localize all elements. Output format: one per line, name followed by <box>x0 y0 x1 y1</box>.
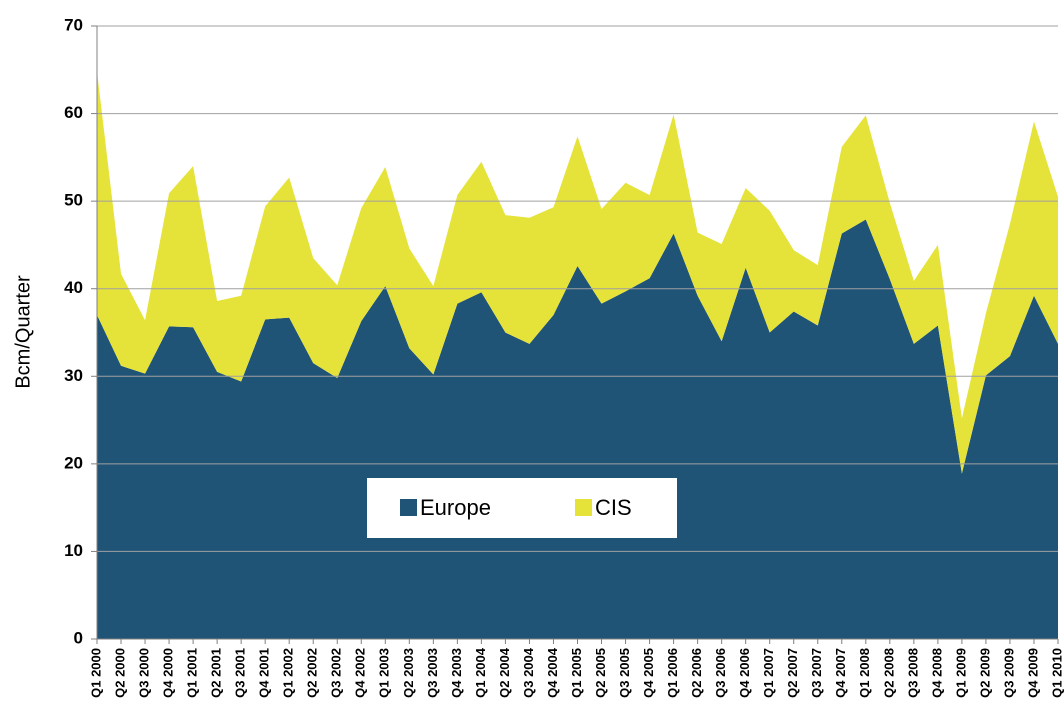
area-europe <box>97 219 1058 640</box>
x-tick-label: Q4 2004 <box>545 647 560 698</box>
x-tick-label: Q4 2007 <box>833 648 848 698</box>
x-tick-label: Q1 2007 <box>761 648 776 698</box>
x-tick-label: Q4 2002 <box>353 648 368 698</box>
x-tick-label: Q3 2007 <box>809 648 824 698</box>
x-tick-label: Q1 2005 <box>569 648 584 698</box>
x-tick-label: Q2 2002 <box>305 648 320 698</box>
x-tick-label: Q4 2008 <box>929 648 944 698</box>
legend-label: CIS <box>595 495 632 520</box>
x-tick-label: Q3 2002 <box>329 648 344 698</box>
x-tick-label: Q2 2003 <box>401 648 416 698</box>
x-tick-label: Q3 2003 <box>425 648 440 698</box>
x-tick-label: Q1 2004 <box>473 647 488 698</box>
y-tick-label: 70 <box>64 15 83 34</box>
x-tick-label: Q3 2001 <box>233 648 248 698</box>
x-tick-label: Q1 2010 <box>1049 648 1064 698</box>
y-tick-label: 60 <box>64 103 83 122</box>
x-tick-label: Q4 2000 <box>161 648 176 698</box>
x-tick-label: Q3 2000 <box>136 648 151 698</box>
legend-swatch <box>575 499 592 516</box>
x-tick-label: Q3 2004 <box>521 647 536 698</box>
x-tick-label: Q1 2006 <box>665 648 680 698</box>
x-tick-label: Q4 2006 <box>737 648 752 698</box>
y-tick-label: 40 <box>64 278 83 297</box>
y-axis-label: Bcm/Quarter <box>12 275 34 389</box>
legend-label: Europe <box>420 495 491 520</box>
x-tick-label: Q1 2000 <box>88 648 103 698</box>
x-tick-label: Q1 2009 <box>953 648 968 698</box>
x-tick-label: Q3 2005 <box>617 648 632 698</box>
x-tick-label: Q4 2005 <box>641 648 656 698</box>
x-tick-label: Q2 2005 <box>593 648 608 698</box>
y-tick-label: 20 <box>64 453 83 472</box>
x-tick-label: Q2 2008 <box>881 648 896 698</box>
legend-swatch <box>400 499 417 516</box>
x-tick-label: Q4 2001 <box>257 648 272 698</box>
x-tick-label: Q4 2003 <box>449 648 464 698</box>
x-tick-label: Q3 2008 <box>905 648 920 698</box>
x-tick-label: Q4 2009 <box>1025 648 1040 698</box>
y-tick-label: 30 <box>64 366 83 385</box>
legend-box <box>367 478 677 538</box>
y-tick-label: 0 <box>74 628 83 647</box>
x-tick-label: Q3 2006 <box>713 648 728 698</box>
x-tick-label: Q1 2001 <box>185 648 200 698</box>
x-tick-label: Q1 2008 <box>857 648 872 698</box>
y-tick-label: 50 <box>64 191 83 210</box>
area-cis <box>97 71 1058 474</box>
x-tick-label: Q2 2006 <box>689 648 704 698</box>
x-tick-label: Q2 2000 <box>112 648 127 698</box>
x-tick-label: Q1 2002 <box>281 648 296 698</box>
x-tick-label: Q2 2009 <box>977 648 992 698</box>
x-tick-label: Q1 2003 <box>377 648 392 698</box>
y-tick-label: 10 <box>64 541 83 560</box>
x-tick-label: Q2 2004 <box>497 647 512 698</box>
x-tick-label: Q3 2009 <box>1001 648 1016 698</box>
x-tick-label: Q2 2007 <box>785 648 800 698</box>
x-tick-label: Q2 2001 <box>209 648 224 698</box>
